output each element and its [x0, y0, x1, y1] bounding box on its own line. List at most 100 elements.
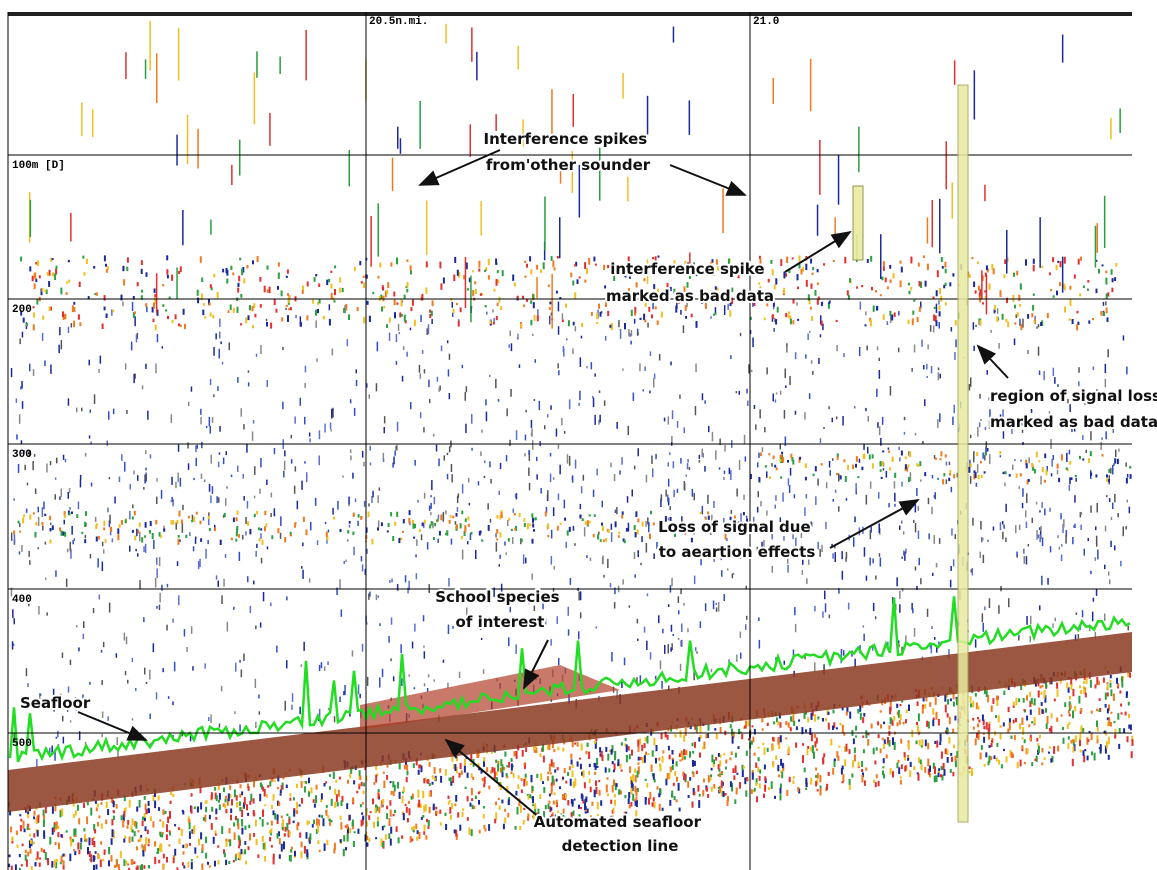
echo-speckle — [758, 477, 761, 483]
echo-speckle — [839, 722, 842, 726]
echo-speckle — [543, 787, 546, 793]
echo-speckle — [495, 771, 498, 776]
echo-speckle — [144, 59, 147, 79]
echo-speckle — [987, 694, 990, 703]
echo-speckle — [338, 776, 341, 780]
echo-speckle — [753, 405, 756, 409]
echo-speckle — [694, 406, 697, 416]
echo-speckle — [162, 284, 165, 287]
echo-speckle — [51, 525, 54, 530]
echo-speckle — [387, 522, 390, 528]
echo-speckle — [935, 290, 938, 297]
echo-speckle — [1089, 451, 1092, 457]
echo-speckle — [230, 814, 232, 821]
echo-speckle — [36, 830, 39, 837]
echo-speckle — [701, 297, 704, 304]
echo-speckle — [647, 517, 649, 525]
echo-speckle — [878, 370, 881, 379]
echo-speckle — [530, 432, 533, 436]
echo-speckle — [91, 838, 94, 846]
echo-speckle — [763, 764, 766, 770]
echo-speckle — [112, 815, 115, 820]
echo-speckle — [247, 576, 249, 583]
echo-speckle — [136, 528, 138, 537]
echo-speckle — [225, 859, 228, 866]
echo-speckle — [526, 780, 528, 786]
echo-speckle — [318, 814, 321, 818]
echo-speckle — [196, 806, 199, 813]
echo-speckle — [571, 475, 574, 483]
echo-speckle — [490, 625, 493, 629]
echo-speckle — [145, 809, 148, 815]
echo-speckle — [1082, 750, 1085, 756]
echo-speckle — [1023, 556, 1025, 564]
echo-speckle — [650, 764, 653, 772]
echo-speckle — [27, 810, 30, 819]
echo-speckle — [442, 659, 445, 663]
echo-speckle — [1085, 677, 1088, 684]
echo-speckle — [1021, 717, 1024, 725]
echo-speckle — [470, 531, 473, 535]
echo-speckle — [976, 464, 979, 473]
echo-speckle — [415, 554, 417, 558]
echo-speckle — [745, 720, 747, 729]
echo-speckle — [1019, 304, 1022, 307]
echo-speckle — [809, 330, 811, 334]
echo-speckle — [239, 801, 241, 806]
echo-speckle — [459, 523, 462, 529]
echo-speckle — [645, 521, 647, 527]
echo-speckle — [672, 759, 674, 765]
echo-speckle — [376, 805, 379, 812]
echo-speckle — [496, 538, 499, 541]
echo-speckle — [359, 804, 362, 808]
echo-speckle — [1095, 259, 1098, 262]
echo-speckle — [552, 477, 555, 480]
echo-speckle — [810, 712, 813, 720]
echo-speckle — [551, 273, 553, 329]
echo-speckle — [927, 768, 930, 775]
echo-speckle — [185, 843, 187, 849]
echo-speckle — [144, 543, 147, 553]
echo-speckle — [735, 391, 738, 394]
echo-speckle — [363, 282, 365, 288]
echo-speckle — [89, 554, 92, 559]
echo-speckle — [570, 272, 573, 278]
echo-speckle — [548, 800, 551, 804]
echo-speckle — [240, 293, 243, 298]
echo-speckle — [361, 643, 364, 652]
echo-speckle — [710, 527, 712, 535]
echo-speckle — [757, 491, 759, 498]
echo-speckle — [218, 793, 221, 800]
echo-speckle — [557, 493, 560, 501]
echo-speckle — [907, 282, 910, 286]
echo-speckle — [1104, 745, 1107, 754]
echo-speckle — [974, 290, 977, 294]
echo-speckle — [802, 743, 804, 746]
echo-speckle — [671, 757, 674, 761]
echo-speckle — [456, 507, 459, 512]
echo-speckle — [418, 831, 421, 840]
echo-speckle — [1118, 728, 1121, 734]
echo-speckle — [235, 853, 238, 857]
echo-speckle — [143, 844, 146, 852]
echo-speckle — [130, 859, 133, 865]
echo-speckle — [518, 364, 521, 368]
echo-speckle — [738, 728, 741, 735]
echo-speckle — [875, 774, 878, 779]
echo-speckle — [107, 809, 110, 816]
echo-speckle — [763, 540, 765, 549]
echo-speckle — [1041, 684, 1044, 688]
echo-speckle — [549, 452, 552, 457]
echo-speckle — [792, 649, 795, 660]
echo-speckle — [294, 522, 297, 525]
echo-speckle — [649, 533, 651, 539]
echo-speckle — [593, 789, 596, 798]
echo-speckle — [461, 812, 464, 818]
echo-speckle — [20, 864, 23, 867]
echo-speckle — [453, 829, 456, 834]
echo-speckle — [522, 554, 525, 564]
echo-speckle — [19, 814, 22, 817]
echo-speckle — [668, 772, 671, 780]
echo-speckle — [24, 854, 27, 861]
echo-speckle — [557, 444, 560, 449]
